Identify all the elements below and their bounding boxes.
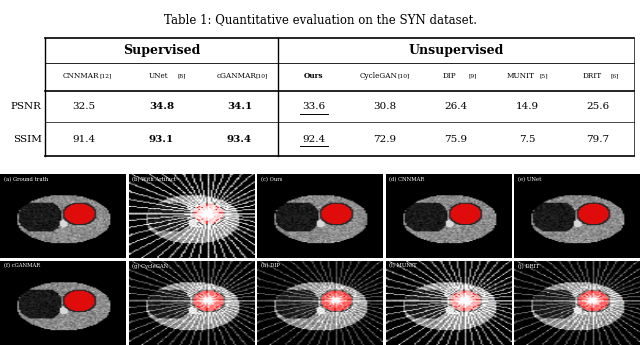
Text: 7.5: 7.5 <box>519 135 535 144</box>
Text: 30.8: 30.8 <box>373 102 397 111</box>
Text: DRIT: DRIT <box>582 72 601 80</box>
Text: 25.6: 25.6 <box>586 102 610 111</box>
Text: [9]: [9] <box>468 73 477 78</box>
Text: Unsupervised: Unsupervised <box>408 44 504 57</box>
Text: [5]: [5] <box>540 73 548 78</box>
Text: 32.5: 32.5 <box>72 102 95 111</box>
Text: (c) Ours: (c) Ours <box>260 177 282 182</box>
Text: 34.1: 34.1 <box>227 102 252 111</box>
Text: cGANMAR: cGANMAR <box>216 72 256 80</box>
Text: [10]: [10] <box>255 73 268 78</box>
Text: (h) DIP: (h) DIP <box>260 263 280 268</box>
Text: 72.9: 72.9 <box>373 135 397 144</box>
Text: (a) Ground truth: (a) Ground truth <box>4 177 48 182</box>
Text: 79.7: 79.7 <box>586 135 610 144</box>
Text: CycleGAN: CycleGAN <box>360 72 397 80</box>
Text: [12]: [12] <box>100 73 112 78</box>
Text: (j) DRIT: (j) DRIT <box>518 263 539 268</box>
Text: 93.1: 93.1 <box>149 135 174 144</box>
Text: 93.4: 93.4 <box>227 135 252 144</box>
Text: CNNMAR: CNNMAR <box>62 72 99 80</box>
Text: (d) CNNMAR: (d) CNNMAR <box>389 177 424 182</box>
Text: PSNR: PSNR <box>11 102 42 111</box>
Text: (e) UNet: (e) UNet <box>518 177 541 182</box>
Text: 33.6: 33.6 <box>302 102 326 111</box>
Text: 26.4: 26.4 <box>444 102 468 111</box>
Text: MUNIT: MUNIT <box>507 72 534 80</box>
Text: Supervised: Supervised <box>123 44 200 57</box>
Text: UNet: UNet <box>148 72 168 80</box>
Text: Table 1: Quantitative evaluation on the SYN dataset.: Table 1: Quantitative evaluation on the … <box>163 13 477 27</box>
Text: (f) cGANMAR: (f) cGANMAR <box>4 263 40 268</box>
Text: 75.9: 75.9 <box>444 135 468 144</box>
Text: [10]: [10] <box>398 73 410 78</box>
Text: 92.4: 92.4 <box>302 135 326 144</box>
Text: (i) MUNIT: (i) MUNIT <box>389 263 417 268</box>
Text: (b) With Artifact: (b) With Artifact <box>132 177 176 182</box>
Text: 91.4: 91.4 <box>72 135 95 144</box>
Text: 14.9: 14.9 <box>515 102 539 111</box>
Text: (g) CycleGAN: (g) CycleGAN <box>132 263 168 268</box>
Text: [6]: [6] <box>611 73 620 78</box>
Text: [8]: [8] <box>178 73 186 78</box>
Text: SSIM: SSIM <box>13 135 42 144</box>
Text: DIP: DIP <box>443 72 456 80</box>
Text: 34.8: 34.8 <box>149 102 174 111</box>
Text: Ours: Ours <box>304 72 324 80</box>
